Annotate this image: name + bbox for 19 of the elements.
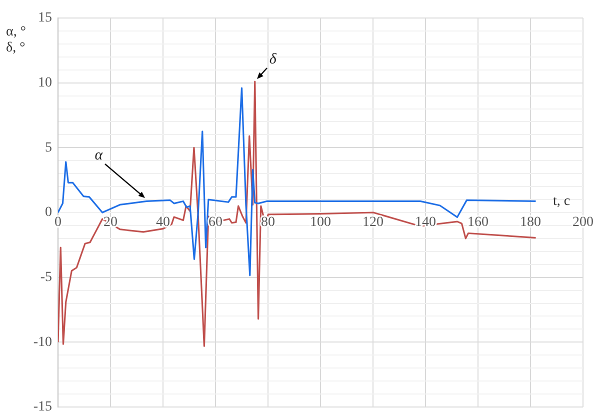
x-tick-label: 80 bbox=[261, 215, 275, 230]
y-tick-label: 10 bbox=[38, 76, 52, 91]
y-tick-label: -10 bbox=[33, 334, 52, 350]
y-axis-title: α, ° δ, ° bbox=[6, 24, 26, 56]
y-tick-label: 0 bbox=[45, 205, 52, 220]
y-tick-label: -5 bbox=[40, 270, 52, 286]
x-tick-label: 160 bbox=[468, 215, 488, 230]
x-axis-title: t, c bbox=[553, 194, 570, 210]
x-tick-label: 200 bbox=[572, 215, 594, 230]
y-tick-label: -15 bbox=[33, 400, 52, 415]
x-tick-label: 40 bbox=[156, 215, 170, 230]
y-tick-label: 5 bbox=[45, 140, 52, 156]
x-tick-label: 100 bbox=[310, 215, 331, 230]
x-tick-label: 180 bbox=[520, 215, 541, 230]
x-tick-label: 120 bbox=[362, 215, 384, 230]
y-tick-label: 15 bbox=[38, 10, 52, 26]
x-tick-label: 0 bbox=[54, 215, 62, 230]
annotation: δ bbox=[269, 51, 276, 68]
annotation: α bbox=[94, 148, 103, 165]
